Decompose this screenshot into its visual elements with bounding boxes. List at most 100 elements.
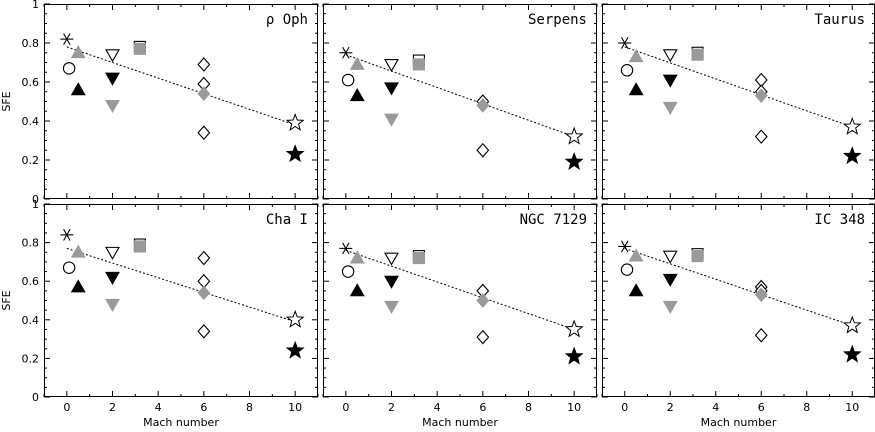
plot-frame — [44, 4, 318, 199]
panel-oph: 0 0.2 0.4 0.6 0.8 1 SFE ρ Oph — [0, 0, 319, 206]
point-triangle-up-black — [349, 283, 365, 297]
point-diamond-gray — [476, 293, 490, 308]
x-tick-label: 8 — [525, 401, 532, 414]
point-star-open-black — [564, 126, 584, 145]
y-axis-label: SFE — [0, 91, 13, 111]
y-tick-label: 0.8 — [22, 237, 40, 250]
y-tick-label: 0.6 — [22, 76, 40, 89]
point-diamond-open-black — [197, 57, 211, 72]
x-tick-label: 4 — [155, 401, 162, 414]
point-star-black — [842, 344, 862, 363]
point-diamond-gray — [754, 287, 768, 303]
panel-title: NGC 7129 — [520, 212, 587, 228]
point-star-black — [564, 346, 584, 365]
fit-line — [345, 54, 575, 138]
plot-frame — [602, 204, 875, 397]
panel-title: Taurus — [814, 12, 865, 28]
y-tick-label: 0 — [32, 391, 39, 404]
y-tick-label: 0.2 — [22, 352, 40, 365]
point-diamond-open-black — [754, 129, 768, 144]
point-triangle-down-black — [105, 271, 120, 285]
point-triangle-up-gray — [628, 49, 644, 63]
x-tick-label: 2 — [388, 401, 395, 414]
x-tick-label: 4 — [434, 401, 441, 414]
point-circle-open-black — [62, 261, 76, 274]
y-tick-label: 0.2 — [22, 154, 40, 167]
point-star-open-black — [285, 113, 305, 131]
point-triangle-up-black — [628, 283, 644, 297]
point-asterisk-black — [618, 37, 632, 49]
x-tick-label: 10 — [288, 401, 302, 414]
point-triangle-up-gray — [349, 250, 365, 264]
panel-ngc-7129: 0 2 4 6 8 10 Mach number NGC 7129 — [322, 203, 598, 429]
fit-line — [345, 249, 575, 330]
x-tick-label: 6 — [200, 401, 207, 414]
fit-line — [624, 46, 853, 128]
point-star-open-black — [842, 315, 862, 334]
point-triangle-down-gray — [105, 298, 120, 312]
point-triangle-down-open-black — [384, 59, 399, 73]
point-circle-open-black — [620, 263, 634, 276]
point-square-gray — [691, 48, 704, 61]
point-asterisk-black — [339, 242, 353, 255]
x-tick-label: 0 — [621, 401, 628, 414]
point-square-gray — [133, 240, 146, 253]
point-diamond-open-black — [197, 324, 211, 339]
point-triangle-down-open-black — [105, 246, 120, 260]
point-diamond-open-black — [754, 327, 768, 343]
point-triangle-down-black — [384, 82, 399, 96]
point-triangle-down-gray — [662, 300, 678, 314]
point-square-gray — [412, 251, 425, 265]
point-square-gray — [133, 42, 146, 55]
point-triangle-down-black — [662, 273, 678, 287]
point-triangle-down-gray — [384, 300, 399, 314]
y-tick-label: 0.4 — [22, 115, 40, 128]
point-circle-open-black — [620, 64, 634, 77]
point-triangle-down-open-black — [662, 250, 678, 264]
point-triangle-up-gray — [70, 45, 86, 59]
x-tick-label: 8 — [803, 401, 810, 414]
point-star-black — [285, 340, 305, 359]
plot-frame — [323, 204, 597, 397]
point-triangle-up-gray — [70, 244, 86, 258]
panel-title: IC 348 — [814, 212, 865, 228]
panel-title: Cha I — [266, 212, 308, 228]
point-star-open-black — [564, 319, 584, 338]
point-asterisk-black — [618, 240, 632, 253]
x-tick-label: 2 — [109, 401, 116, 414]
point-diamond-open-black — [476, 142, 490, 158]
x-tick-label: 0 — [63, 401, 70, 414]
point-triangle-up-black — [349, 88, 365, 102]
point-star-black — [285, 144, 305, 163]
y-tick-label: 0.4 — [22, 314, 40, 327]
point-asterisk-black — [339, 46, 353, 59]
point-diamond-gray — [197, 86, 211, 102]
point-triangle-up-gray — [349, 56, 365, 70]
x-tick-label: 6 — [479, 401, 486, 414]
point-circle-open-black — [341, 73, 355, 87]
panel-cha-i: 0 0.2 0.4 0.6 0.8 1 SFE 0 2 4 6 8 10 Mach number Cha I — [0, 198, 319, 429]
point-triangle-up-black — [70, 82, 86, 96]
point-diamond-gray — [197, 285, 211, 301]
fit-line — [66, 46, 296, 126]
x-tick-label: 2 — [667, 401, 674, 414]
point-diamond-gray — [754, 88, 768, 103]
point-triangle-up-black — [628, 82, 644, 96]
x-tick-label: 10 — [567, 401, 581, 414]
point-diamond-open-black — [197, 125, 211, 141]
point-circle-open-black — [341, 265, 355, 278]
point-diamond-gray — [476, 98, 490, 113]
x-tick-label: 0 — [342, 401, 349, 414]
x-axis-label: Mach number — [701, 416, 777, 429]
plot-frame — [602, 4, 875, 199]
x-axis-label: Mach number — [422, 416, 498, 429]
x-tick-label: 8 — [246, 401, 253, 414]
point-star-black — [564, 152, 584, 170]
point-triangle-down-gray — [105, 99, 120, 114]
panel-title: Serpens — [528, 12, 587, 28]
point-triangle-down-open-black — [662, 49, 678, 63]
point-asterisk-black — [60, 33, 74, 46]
fit-line — [624, 247, 853, 327]
point-triangle-down-gray — [384, 113, 399, 127]
